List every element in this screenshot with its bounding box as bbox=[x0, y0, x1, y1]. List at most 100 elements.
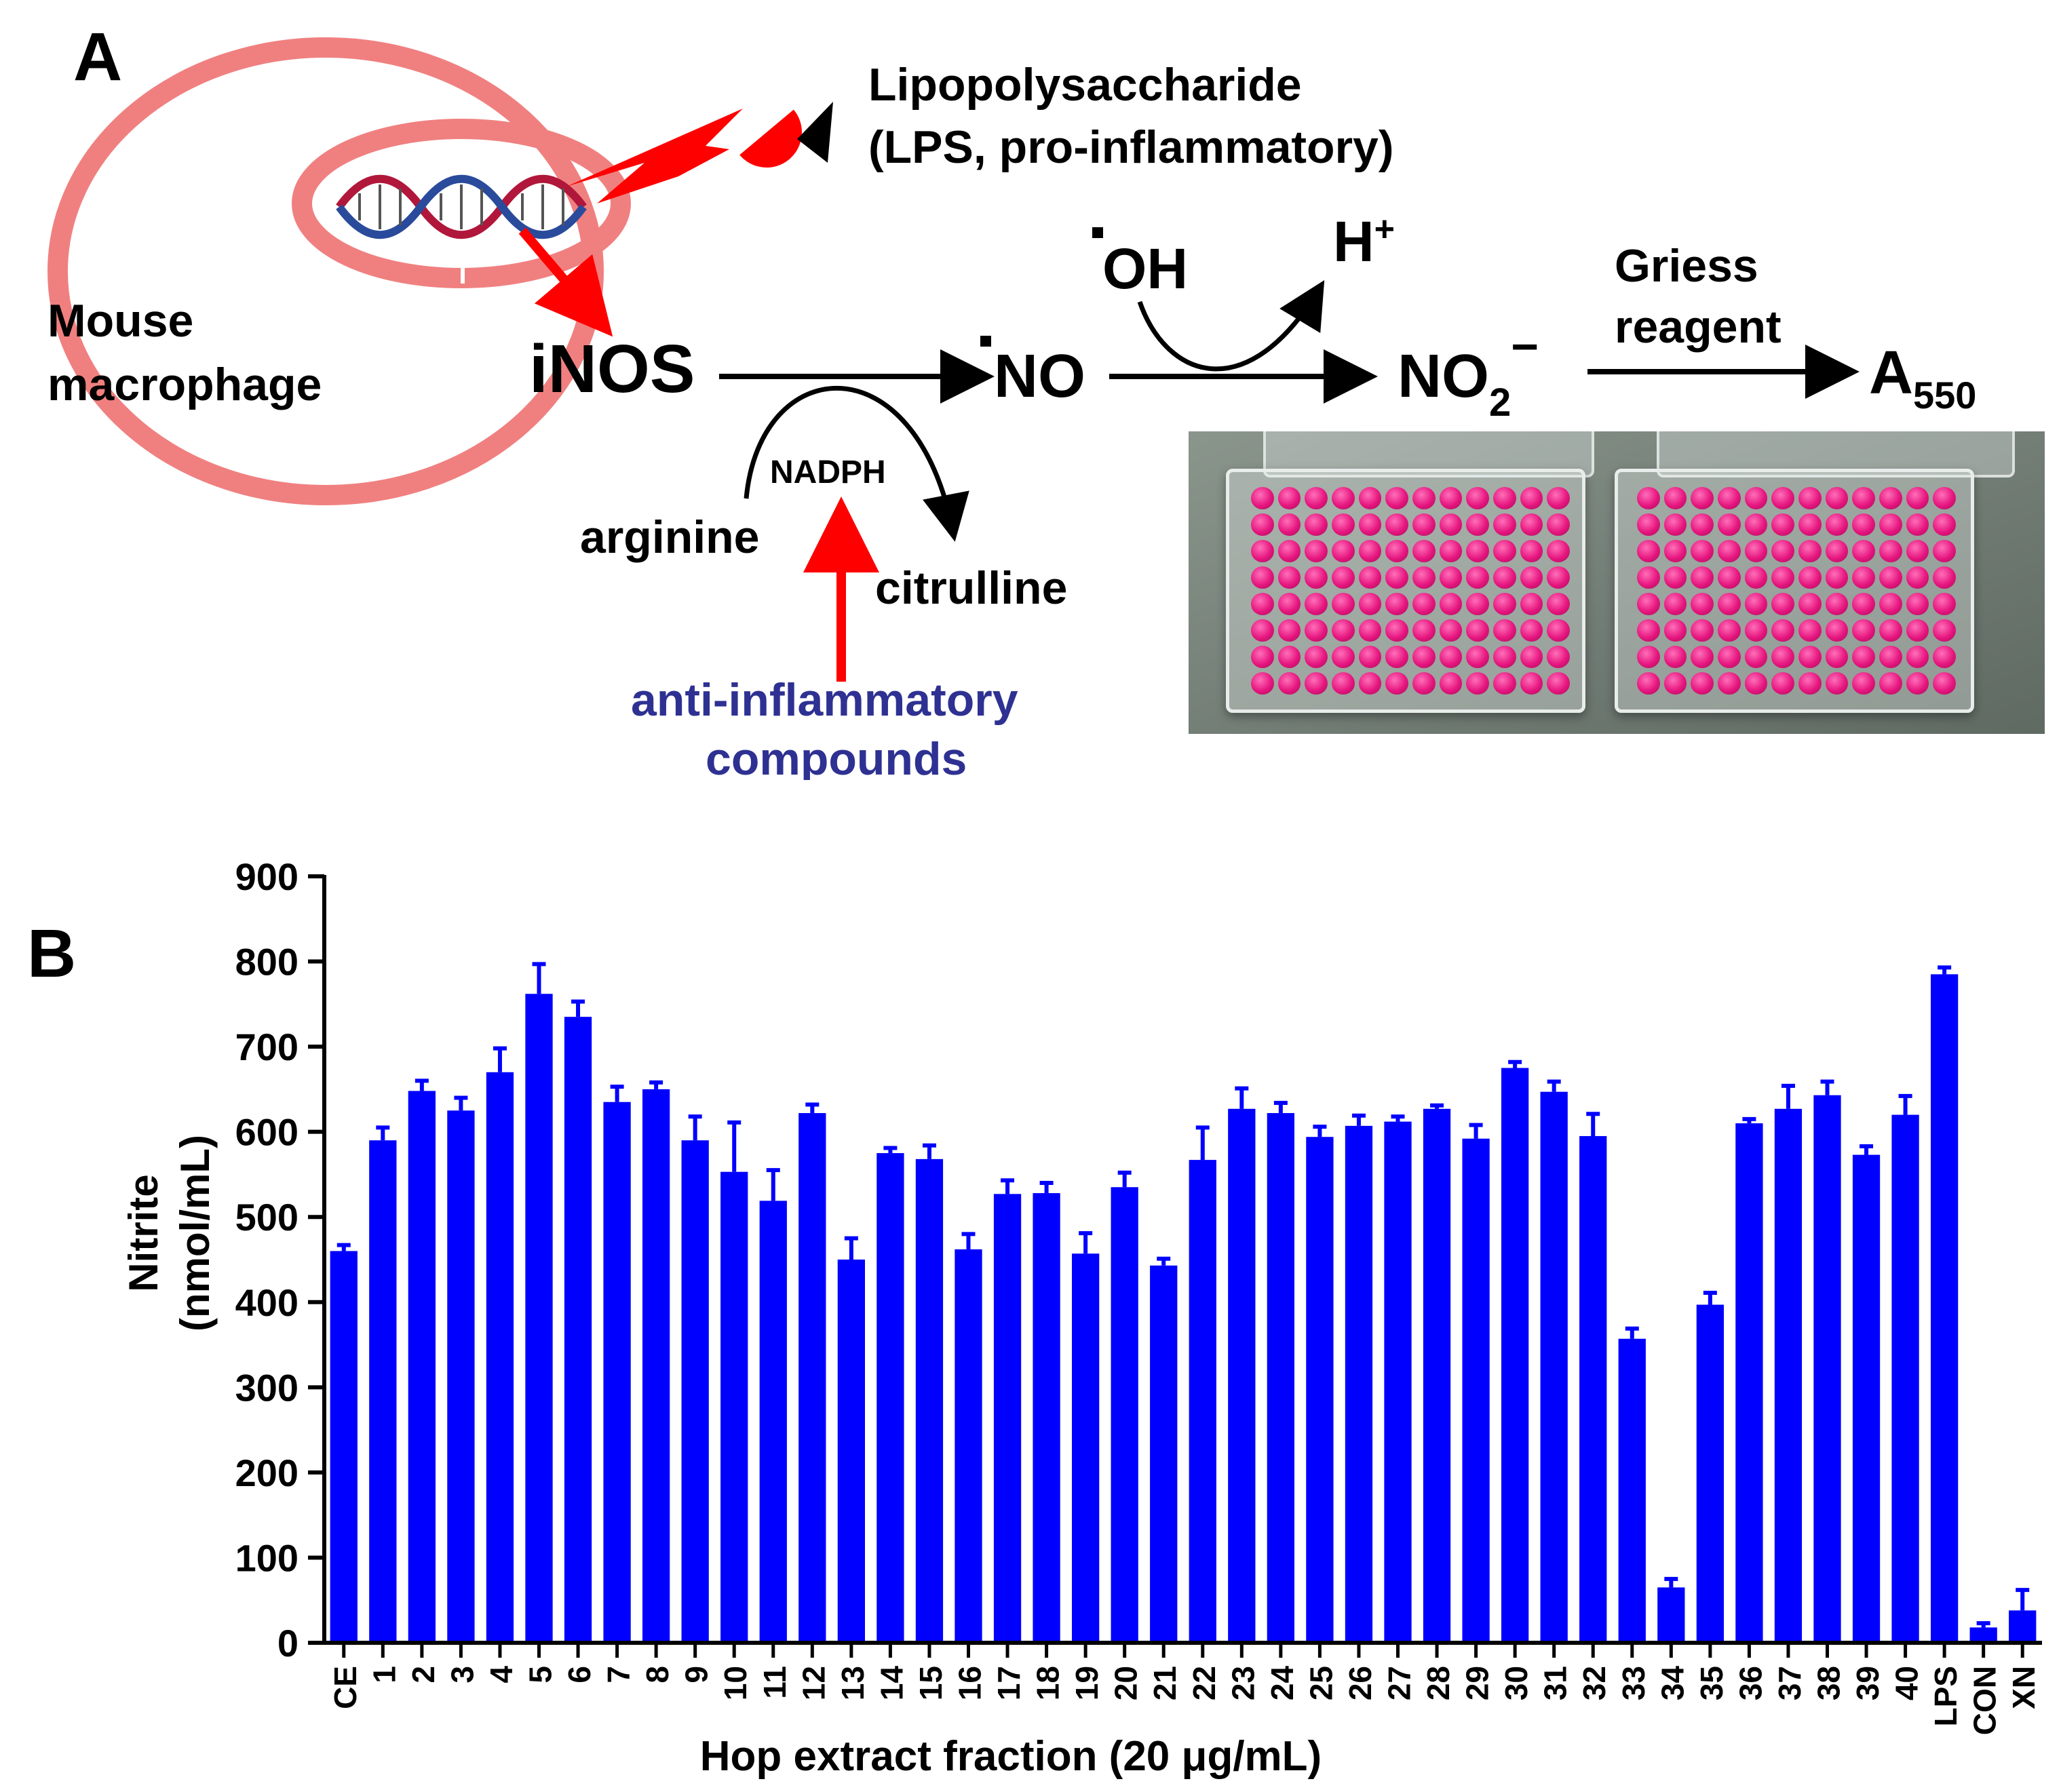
plate-well bbox=[1305, 566, 1328, 589]
plate-well bbox=[1412, 593, 1436, 615]
plate-well bbox=[1251, 619, 1274, 642]
bar bbox=[1384, 1122, 1411, 1643]
inos-label: iNOS bbox=[529, 331, 695, 407]
x-tick-label: 7 bbox=[601, 1666, 636, 1683]
plate-well bbox=[1745, 566, 1768, 589]
plate-well bbox=[1547, 646, 1570, 668]
plate-well bbox=[1440, 619, 1463, 642]
plate-well bbox=[1718, 513, 1741, 536]
plate-well bbox=[1745, 672, 1768, 695]
plate-well bbox=[1466, 540, 1489, 562]
plate-well bbox=[1852, 540, 1875, 562]
bar bbox=[1697, 1305, 1724, 1643]
plate-well bbox=[1547, 619, 1570, 642]
plate-well bbox=[1771, 513, 1794, 536]
plate-well bbox=[1906, 672, 1929, 695]
plate-well bbox=[1251, 540, 1274, 562]
bar bbox=[798, 1113, 826, 1643]
x-tick-label: 22 bbox=[1187, 1666, 1222, 1700]
plate-well bbox=[1933, 672, 1956, 695]
plate-well bbox=[1637, 540, 1660, 562]
plate-well bbox=[1826, 672, 1849, 695]
plate-well bbox=[1412, 540, 1436, 562]
plate-well bbox=[1637, 487, 1660, 509]
x-tick-label: 2 bbox=[406, 1666, 441, 1683]
x-tick-label: 3 bbox=[444, 1666, 480, 1683]
plate-well bbox=[1385, 540, 1408, 562]
lps-receptor-icon bbox=[739, 110, 816, 182]
bar bbox=[916, 1159, 943, 1643]
griess-plate-photo bbox=[1189, 431, 2045, 734]
plate-well bbox=[1664, 593, 1687, 615]
plate-well bbox=[1520, 540, 1543, 562]
plate-well bbox=[1547, 593, 1570, 615]
no-label: NO bbox=[994, 343, 1085, 410]
x-tick-label: 28 bbox=[1421, 1666, 1456, 1700]
plate-well bbox=[1906, 566, 1929, 589]
plate-well bbox=[1359, 513, 1382, 536]
plate-well bbox=[1718, 540, 1741, 562]
cell-label-line1: Mouse bbox=[47, 295, 193, 347]
plate-well bbox=[1906, 619, 1929, 642]
y-axis: 0100200300400500600700800900 bbox=[235, 855, 324, 1664]
plate-well bbox=[1771, 566, 1794, 589]
plate-well bbox=[1664, 540, 1687, 562]
x-tick-label: 36 bbox=[1733, 1666, 1768, 1700]
plate-well bbox=[1826, 513, 1849, 536]
plate-well bbox=[1637, 672, 1660, 695]
plate-well bbox=[1466, 646, 1489, 668]
plate-well bbox=[1718, 672, 1741, 695]
plate-well bbox=[1466, 566, 1489, 589]
y-tick-label: 300 bbox=[235, 1366, 298, 1409]
bar bbox=[1267, 1113, 1294, 1643]
bar bbox=[955, 1249, 982, 1643]
plate-well bbox=[1412, 646, 1436, 668]
nitrite-bar-chart: B 0100200300400500600700800900 CE 1 2 3 4 5 6 7… bbox=[0, 780, 2061, 1792]
plate-well bbox=[1305, 487, 1328, 509]
plate-well bbox=[1520, 487, 1543, 509]
plate-well bbox=[1412, 672, 1436, 695]
bar bbox=[642, 1089, 670, 1643]
bar bbox=[720, 1172, 748, 1643]
plate-well bbox=[1906, 540, 1929, 562]
x-tick-label: CON bbox=[1967, 1666, 2003, 1735]
bar bbox=[330, 1251, 358, 1643]
bar bbox=[1579, 1136, 1606, 1643]
plate-well bbox=[1637, 646, 1660, 668]
plate-well bbox=[1879, 566, 1902, 589]
h-label: H+ bbox=[1333, 210, 1395, 273]
plate-well bbox=[1637, 619, 1660, 642]
bar bbox=[1072, 1253, 1099, 1643]
bar bbox=[408, 1091, 436, 1643]
absorbance-label: A550 bbox=[1869, 339, 1976, 416]
x-tick-label: 6 bbox=[562, 1666, 597, 1683]
x-tick-label: 26 bbox=[1343, 1666, 1378, 1700]
bar bbox=[1501, 1068, 1528, 1643]
plate-well bbox=[1664, 672, 1687, 695]
plate-well bbox=[1305, 593, 1328, 615]
plate-well bbox=[1798, 646, 1822, 668]
plate-well bbox=[1798, 487, 1822, 509]
plate-well bbox=[1440, 646, 1463, 668]
citrulline-label: citrulline bbox=[875, 562, 1067, 614]
plate-well bbox=[1933, 513, 1956, 536]
bar bbox=[682, 1140, 709, 1643]
bar bbox=[486, 1072, 514, 1643]
x-tick-label: 31 bbox=[1538, 1666, 1573, 1700]
plate-well bbox=[1798, 540, 1822, 562]
plate-well bbox=[1637, 566, 1660, 589]
y-tick-label: 0 bbox=[277, 1622, 298, 1664]
plate-well bbox=[1664, 513, 1687, 536]
plate-well bbox=[1385, 487, 1408, 509]
plate-well bbox=[1440, 513, 1463, 536]
x-tick-label: 12 bbox=[796, 1666, 831, 1700]
plate-well bbox=[1332, 487, 1355, 509]
plate-well bbox=[1385, 646, 1408, 668]
bar bbox=[1735, 1123, 1763, 1643]
plate-well bbox=[1520, 619, 1543, 642]
bar bbox=[1033, 1193, 1060, 1643]
plate-well bbox=[1933, 646, 1956, 668]
plate-well bbox=[1691, 672, 1714, 695]
bar bbox=[1813, 1095, 1841, 1643]
nitrite-label: NO2− bbox=[1398, 320, 1539, 425]
